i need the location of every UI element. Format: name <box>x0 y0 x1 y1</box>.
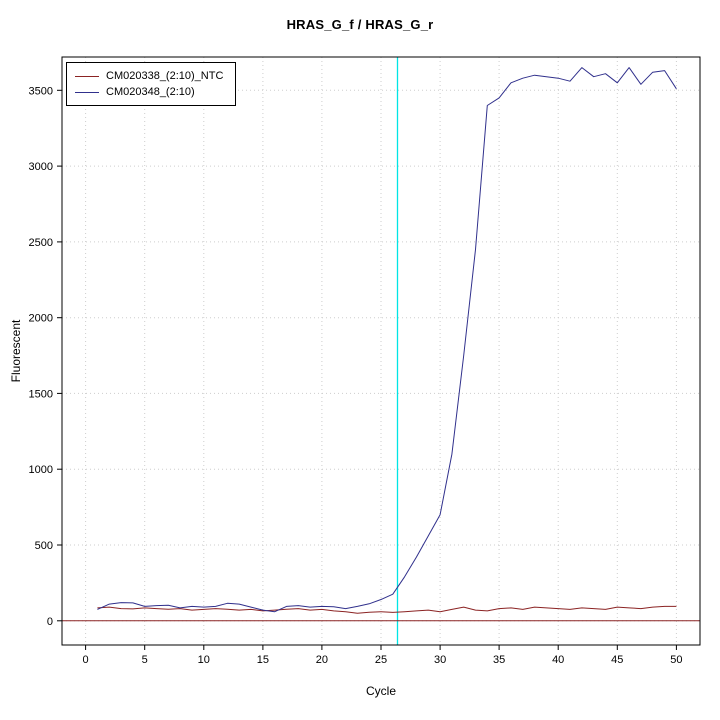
y-tick-label: 3000 <box>29 161 53 173</box>
legend-line-swatch <box>75 75 99 77</box>
x-tick-label: 50 <box>670 654 682 666</box>
x-tick-label: 45 <box>611 654 623 666</box>
x-tick-label: 40 <box>552 654 564 666</box>
y-tick-label: 2000 <box>29 313 53 325</box>
chart-title: HRAS_G_f / HRAS_G_r <box>286 17 434 32</box>
legend-item: CM020348_(2:10) <box>75 84 223 100</box>
legend-item: CM020338_(2:10)_NTC <box>75 68 223 84</box>
x-axis-label: Cycle <box>365 684 396 698</box>
x-tick-label: 10 <box>198 654 210 666</box>
x-tick-label: 25 <box>375 654 387 666</box>
legend: CM020338_(2:10)_NTC CM020348_(2:10) <box>66 62 237 106</box>
x-tick-label: 0 <box>83 654 89 666</box>
y-tick-label: 1000 <box>29 464 53 476</box>
legend-line-swatch <box>75 91 99 93</box>
series-line <box>97 67 677 613</box>
legend-label: CM020348_(2:10) <box>106 86 195 98</box>
y-axis-label: Fluorescent <box>9 319 23 383</box>
y-tick-label: 2500 <box>29 237 53 249</box>
legend-label: CM020338_(2:10)_NTC <box>106 70 224 82</box>
x-tick-label: 20 <box>316 654 328 666</box>
x-tick-label: 35 <box>493 654 505 666</box>
x-tick-label: 30 <box>434 654 446 666</box>
series-line <box>97 605 677 614</box>
y-tick-label: 3500 <box>29 85 53 97</box>
y-tick-label: 1500 <box>29 388 53 400</box>
x-tick-label: 15 <box>257 654 269 666</box>
y-tick-label: 500 <box>35 540 53 552</box>
x-tick-label: 5 <box>142 654 148 666</box>
y-tick-label: 0 <box>47 616 53 628</box>
